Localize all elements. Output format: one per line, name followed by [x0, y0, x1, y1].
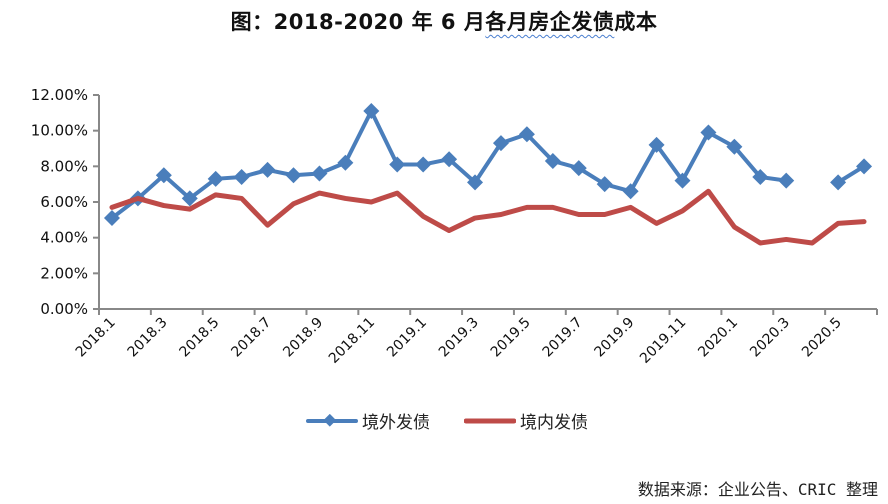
diamond-marker [596, 176, 613, 193]
x-tick-label: 2019.1 [384, 315, 430, 361]
x-tick-label: 2019.5 [488, 315, 534, 361]
y-tick-label: 10.00% [31, 122, 88, 140]
diamond-marker [233, 169, 250, 186]
y-tick-label: 6.00% [40, 193, 88, 211]
diamond-marker [622, 183, 639, 200]
diamond-marker [103, 210, 120, 227]
y-tick-label: 4.00% [40, 229, 88, 247]
title-underlined: 各月房企发债 [485, 10, 615, 34]
diamond-marker [467, 174, 484, 191]
y-tick-label: 0.00% [40, 300, 88, 318]
x-tick-label: 2018.9 [280, 315, 326, 361]
diamond-marker [830, 174, 847, 191]
x-tick-label: 2019.9 [591, 315, 637, 361]
diamond-marker [492, 135, 509, 152]
x-tick-label: 2019.3 [436, 315, 482, 361]
diamond-marker [752, 169, 769, 186]
diamond-marker [363, 103, 380, 120]
x-tick-label: 2018.3 [125, 315, 171, 361]
diamond-line-icon [306, 413, 358, 427]
diamond-marker [648, 136, 665, 153]
x-tick-label: 2020.1 [695, 315, 741, 361]
title-suffix: 成本 [614, 10, 658, 34]
x-tick-label: 2018.11 [326, 315, 378, 367]
legend-item-domestic: 境内发债 [464, 408, 588, 433]
diamond-marker [544, 152, 561, 169]
line-icon [464, 418, 516, 423]
y-tick-label: 12.00% [31, 86, 88, 104]
x-tick-label: 2019.11 [637, 315, 689, 367]
diamond-marker [389, 156, 406, 173]
diamond-marker [674, 172, 691, 189]
x-tick-label: 2020.5 [799, 315, 845, 361]
legend-item-overseas: 境外发债 [306, 408, 430, 433]
x-tick-label: 2018.1 [73, 315, 119, 361]
diamond-marker [311, 165, 328, 182]
legend-label: 境内发债 [520, 413, 588, 433]
data-source-note: 数据来源：企业公告、CRIC 整理 [637, 480, 878, 499]
x-tick-label: 2019.7 [540, 315, 586, 361]
y-tick-label: 2.00% [40, 264, 88, 282]
diamond-marker [856, 158, 873, 175]
y-tick-label: 8.00% [40, 157, 88, 175]
diamond-marker [337, 154, 354, 171]
diamond-marker [259, 161, 276, 178]
series-line-domestic [109, 188, 867, 246]
legend: 境外发债 境内发债 [306, 408, 588, 433]
diamond-marker [700, 124, 717, 141]
x-tick-label: 2018.5 [177, 315, 223, 361]
diamond-marker [415, 156, 432, 173]
x-tick-label: 2018.7 [228, 315, 274, 361]
legend-label: 境外发债 [362, 413, 430, 433]
diamond-marker [778, 172, 795, 189]
diamond-marker [155, 167, 172, 184]
diamond-marker [518, 126, 535, 143]
diamond-marker [726, 138, 743, 155]
diamond-marker [181, 190, 198, 207]
diamond-marker [441, 151, 458, 168]
chart-title: 图：2018-2020 年 6 月各月房企发债成本 [0, 6, 888, 36]
diamond-marker [207, 170, 224, 187]
title-prefix: 图：2018-2020 年 6 月 [230, 10, 486, 34]
diamond-marker [285, 167, 302, 184]
diamond-marker [570, 160, 587, 177]
x-tick-label: 2020.3 [747, 315, 793, 361]
